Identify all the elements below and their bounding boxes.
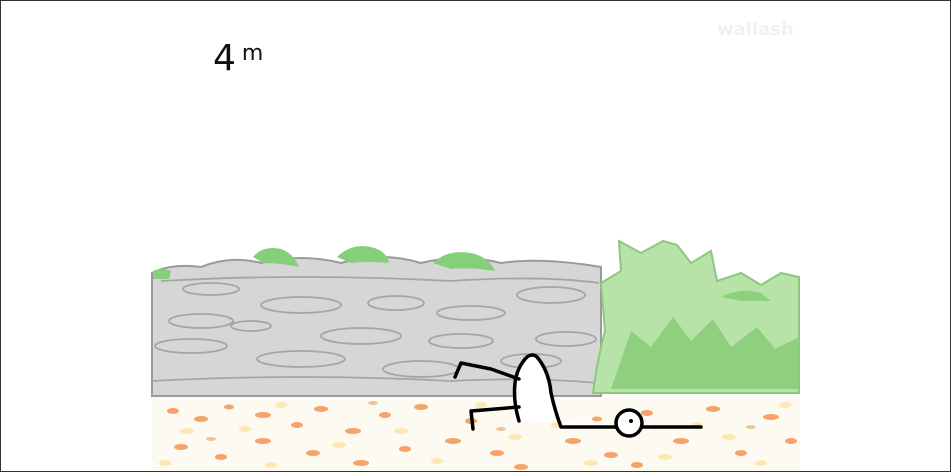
distance-value: 4 [213,38,236,79]
stone-wall [151,256,602,397]
distance-counter: 4 m [213,39,263,79]
distance-unit: m [241,41,264,66]
figure-head [614,408,644,438]
watermark-logo: wallash [717,19,794,40]
green-bush [591,239,800,394]
figure-arm-left [453,361,521,381]
figure-eye [629,419,633,423]
moss [153,246,495,279]
figure-leg [469,405,521,431]
leaf-ground [152,397,800,471]
figure-body [512,353,703,429]
stick-figure-player [453,353,703,438]
